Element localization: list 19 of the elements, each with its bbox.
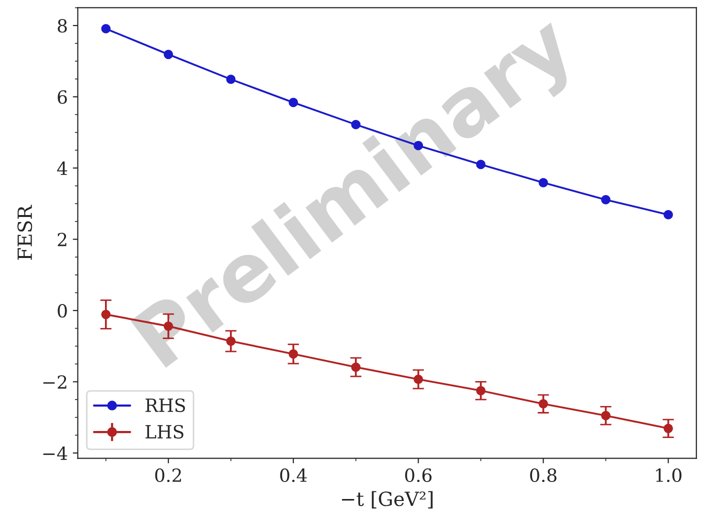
point bbox=[664, 210, 673, 220]
y-axis-title: FESR bbox=[17, 204, 32, 260]
y-tick-label: 8 bbox=[58, 18, 67, 33]
legend-label: RHS bbox=[146, 398, 185, 412]
point bbox=[601, 195, 610, 204]
y-tick-label: 0 bbox=[58, 304, 67, 318]
x-tick-label: 0.2 bbox=[155, 468, 181, 482]
y-tick-label: −2 bbox=[43, 375, 66, 389]
point bbox=[101, 24, 111, 34]
x-tick-label: 1.0 bbox=[656, 468, 682, 482]
y-tick-label: 6 bbox=[58, 90, 67, 104]
x-axis-title: −t [GeV²] bbox=[342, 491, 433, 508]
x-tick-label: 0.8 bbox=[530, 468, 556, 482]
y-tick-label: −4 bbox=[43, 446, 68, 460]
x-tick-label: 0.6 bbox=[405, 468, 432, 482]
legend-label: LHS bbox=[146, 424, 184, 439]
y-tick-label: 4 bbox=[57, 161, 68, 175]
x-tick-label: 0.4 bbox=[280, 468, 307, 482]
y-tick-label: 2 bbox=[58, 232, 66, 246]
